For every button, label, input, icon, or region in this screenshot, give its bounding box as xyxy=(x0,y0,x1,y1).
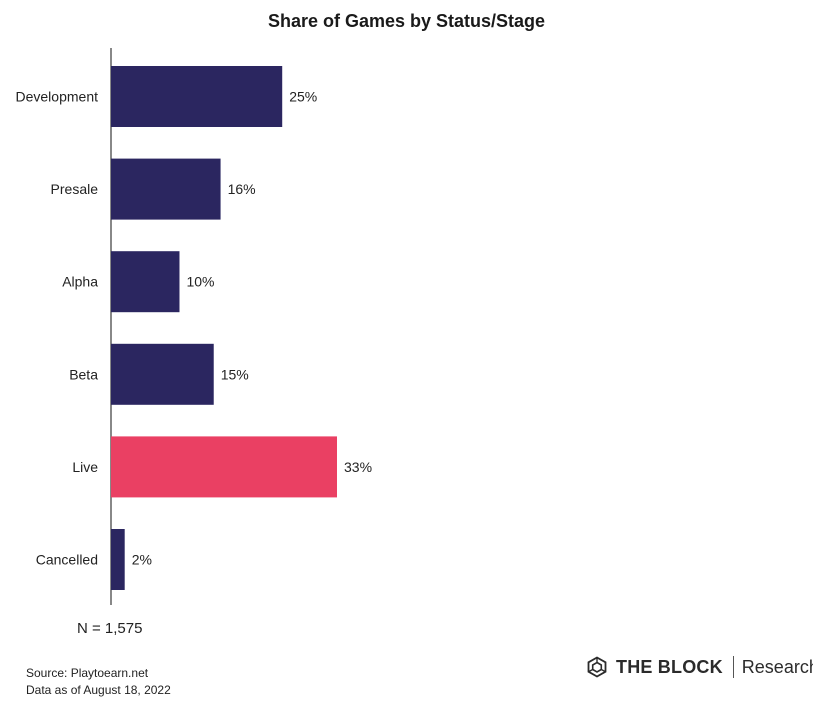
category-label: Presale xyxy=(51,181,99,197)
cube-logo-icon xyxy=(587,656,607,678)
bar-presale xyxy=(111,158,221,220)
bars-group: Development 25% Presale 16% Alpha 10% Beta 15% L… xyxy=(16,66,372,590)
category-label: Development xyxy=(16,89,99,105)
bar-cancelled xyxy=(111,529,125,590)
bar-beta xyxy=(111,343,214,405)
value-label: 2% xyxy=(132,552,152,568)
category-label: Alpha xyxy=(62,274,98,290)
value-label: 15% xyxy=(221,366,249,382)
category-label: Live xyxy=(72,459,98,475)
brand-name: THE BLOCK xyxy=(616,656,723,677)
value-label: 25% xyxy=(289,89,317,105)
chart-title: Share of Games by Status/Stage xyxy=(267,11,546,31)
bar-alpha xyxy=(111,251,180,313)
brand-subtitle: Research xyxy=(741,656,813,677)
category-label: Beta xyxy=(69,366,98,382)
source-note: Source: Playtoearn.net Data as of August… xyxy=(26,665,171,699)
category-label: Cancelled xyxy=(36,552,98,568)
value-label: 33% xyxy=(344,459,372,475)
sample-size-note: N = 1,575 xyxy=(77,620,143,637)
value-label: 10% xyxy=(186,274,214,290)
data-date-line: Data as of August 18, 2022 xyxy=(26,683,171,697)
value-label: 16% xyxy=(228,181,256,197)
brand-logo: THE BLOCK Research xyxy=(586,654,813,680)
brand-divider xyxy=(732,656,734,678)
bar-live xyxy=(111,436,337,498)
bar-development xyxy=(111,66,283,127)
source-line: Source: Playtoearn.net xyxy=(26,666,149,680)
